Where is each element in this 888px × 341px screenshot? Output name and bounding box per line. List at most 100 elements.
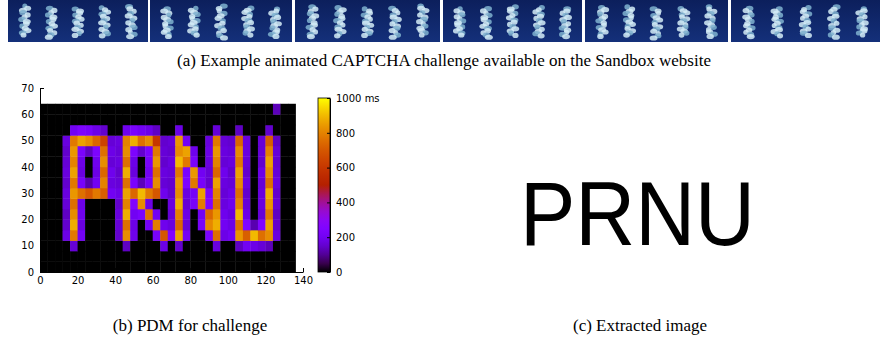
tick: 40: [21, 162, 44, 173]
heat-cell: [85, 261, 93, 272]
heat-cell: [168, 167, 176, 178]
heat-cell: [198, 135, 206, 146]
heat-cell: [93, 188, 101, 199]
heat-cell: [250, 209, 258, 220]
heat-cell: [85, 125, 93, 136]
heat-cell: [130, 230, 138, 241]
heat-cell: [168, 209, 176, 220]
heat-cell: [108, 167, 116, 178]
heat-cell: [280, 230, 288, 241]
heat-cell: [205, 156, 213, 167]
heat-cell: [288, 167, 296, 178]
heat-cell: [198, 146, 206, 157]
heat-cell: [138, 219, 146, 230]
heat-cell: [228, 146, 236, 157]
heat-cell: [288, 240, 296, 251]
tick: 100: [219, 268, 238, 286]
captcha-glyph-stroke: [458, 32, 464, 37]
heat-cell: [93, 167, 101, 178]
heat-cell: [85, 209, 93, 220]
heat-cell: [85, 198, 93, 209]
captcha-frame: [585, 0, 728, 42]
heat-cell: [250, 219, 258, 230]
heat-cell: [213, 209, 221, 220]
heat-cell: [213, 167, 221, 178]
heat-cell: [265, 114, 273, 125]
heat-cell: [93, 156, 101, 167]
heat-cell: [40, 261, 48, 272]
heat-cell: [63, 125, 71, 136]
heat-cell: [198, 167, 206, 178]
heat-cell: [130, 261, 138, 272]
heat-cell: [183, 156, 191, 167]
heat-cell: [213, 198, 221, 209]
tick-mark: [327, 98, 330, 99]
heat-cell: [168, 156, 176, 167]
heat-cell: [220, 219, 228, 230]
caption: (b) PDM for challenge: [113, 316, 267, 335]
heat-cell: [243, 114, 251, 125]
heat-cell: [108, 209, 116, 220]
heat-cell: [228, 188, 236, 199]
tick-mark: [115, 268, 116, 272]
heat-cell: [243, 188, 251, 199]
heat-cell: [123, 209, 131, 220]
heat-cell: [93, 198, 101, 209]
heat-cell: [63, 167, 71, 178]
heat-cell: [48, 135, 56, 146]
heat-cell: [85, 114, 93, 125]
captcha-glyph-stroke: [832, 35, 840, 40]
heat-cell: [265, 251, 273, 262]
tick: 0: [28, 267, 44, 278]
heat-cell: [228, 209, 236, 220]
heat-cell: [138, 135, 146, 146]
heat-cell: [228, 219, 236, 230]
captcha-glyph-stroke: [419, 32, 425, 37]
heat-cell: [63, 135, 71, 146]
heat-cell: [85, 230, 93, 241]
tick-mark: [327, 168, 330, 169]
heat-cell: [70, 135, 78, 146]
heat-cell: [130, 198, 138, 209]
captcha-background: [295, 0, 440, 42]
heat-cell: [100, 114, 108, 125]
heat-cell: [63, 240, 71, 251]
heat-cell: [123, 188, 131, 199]
tick-label: 60: [21, 109, 34, 120]
heat-cell: [273, 198, 281, 209]
heat-cell: [228, 251, 236, 262]
tick-mark: [303, 268, 304, 272]
heat-cell: [93, 209, 101, 220]
tick-mark: [265, 268, 266, 272]
heat-cell: [190, 104, 198, 115]
heat-cell: [40, 219, 48, 230]
heat-cell: [183, 167, 191, 178]
heat-cell: [228, 198, 236, 209]
heat-cell: [213, 240, 221, 251]
heat-cell: [108, 251, 116, 262]
heat-cell: [228, 125, 236, 136]
heat-cell: [243, 198, 251, 209]
heat-cell: [160, 230, 168, 241]
heat-cell: [123, 177, 131, 188]
tick: 1000 ms: [327, 93, 380, 104]
tick-mark: [40, 272, 44, 273]
heat-cell: [213, 104, 221, 115]
heat-cell: [70, 156, 78, 167]
heat-cell: [108, 230, 116, 241]
heat-cell: [160, 167, 168, 178]
heat-cell: [273, 104, 281, 115]
heat-cell: [93, 104, 101, 115]
heat-cell: [220, 167, 228, 178]
heat-cell: [115, 209, 123, 220]
heat-cell: [175, 198, 183, 209]
heat-cell: [145, 261, 153, 272]
heat-cell: [123, 167, 131, 178]
heat-cell: [235, 230, 243, 241]
heat-cell: [160, 240, 168, 251]
heat-cell: [48, 125, 56, 136]
heat-cell: [265, 135, 273, 146]
heat-cell: [235, 188, 243, 199]
heat-cell: [205, 209, 213, 220]
tick-mark: [40, 141, 44, 142]
